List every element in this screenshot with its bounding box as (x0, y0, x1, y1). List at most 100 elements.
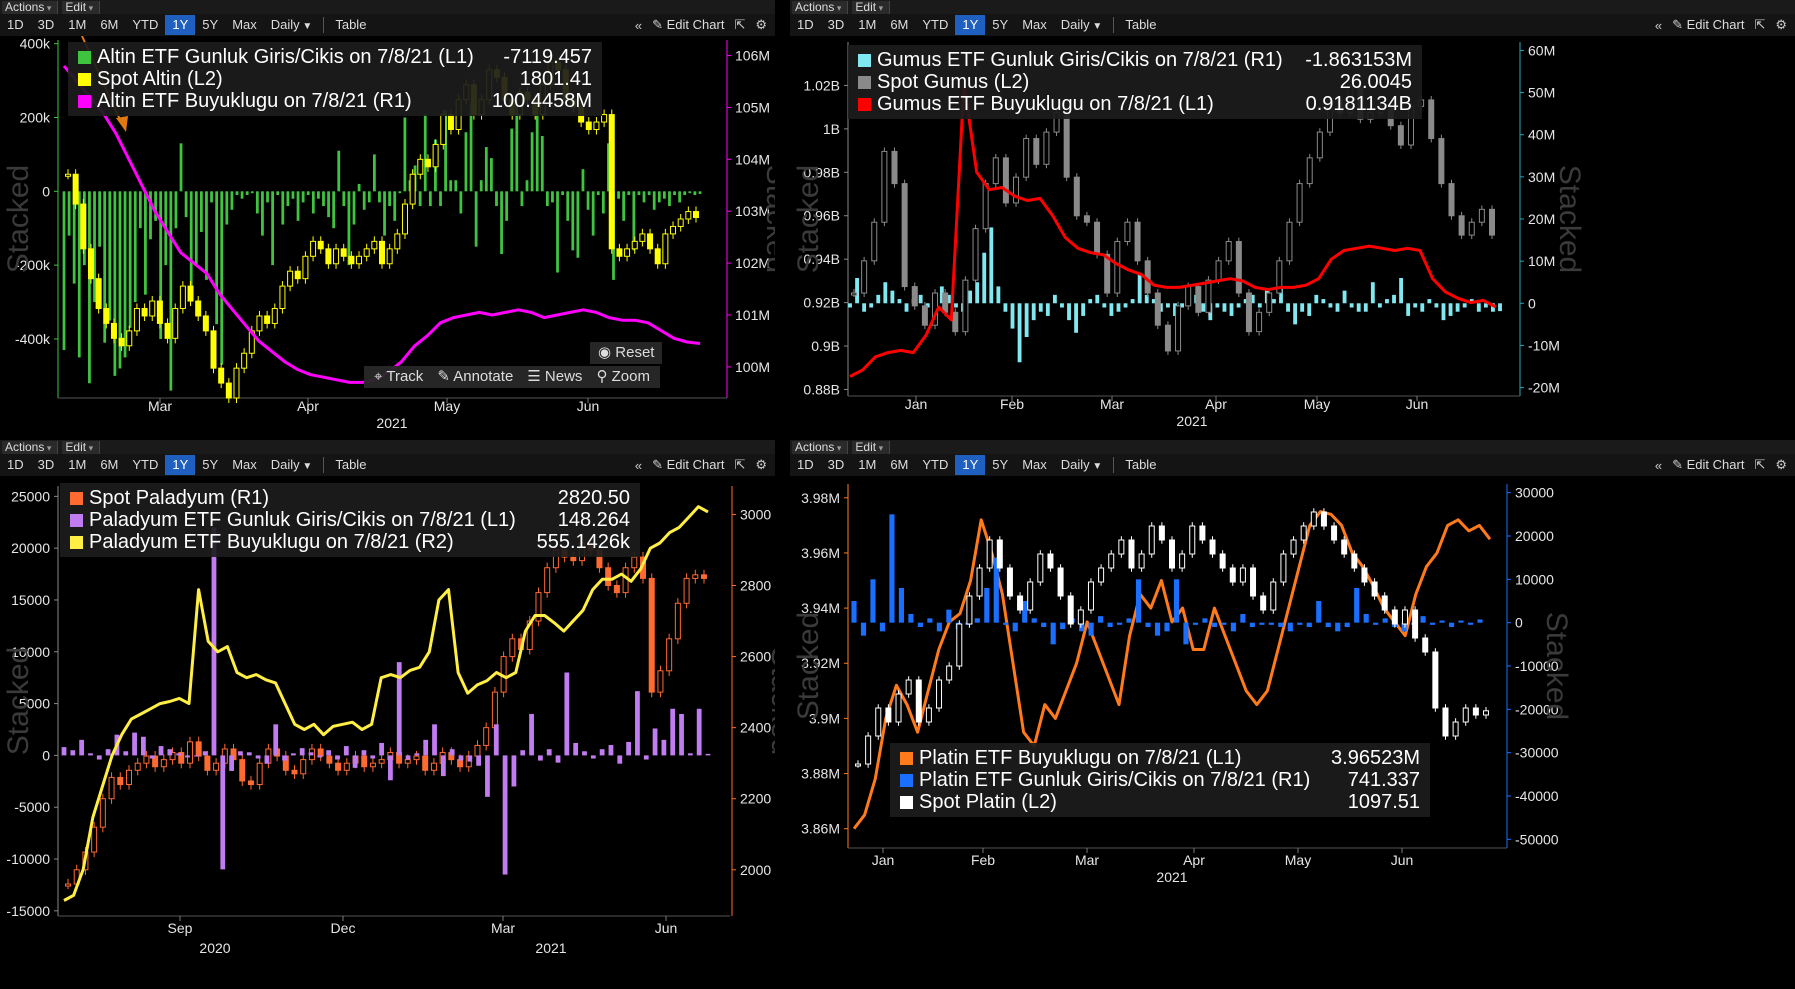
export-icon[interactable]: ⇱ (1754, 17, 1766, 32)
range-5y[interactable]: 5Y (992, 457, 1009, 472)
legend-row[interactable]: Spot Gumus (L2) 26.0045 (858, 71, 1412, 93)
news-tool[interactable]: ☰ News (527, 366, 582, 388)
table-button[interactable]: Table (1125, 457, 1157, 472)
range-3d[interactable]: 3D (37, 17, 55, 32)
collapse-icon[interactable]: « (1654, 17, 1663, 33)
candle-body (287, 270, 294, 287)
legend-row[interactable]: Spot Platin (L2) 1097.51 (900, 791, 1420, 813)
silver-chart-plot[interactable]: 1.02B 1B 0.98B 0.96B 0.94B 0.92B 0.9B 0.88B 60M 5… (790, 36, 1795, 435)
range-1m[interactable]: 1M (858, 17, 877, 32)
track-tool[interactable]: ⌖ Track (374, 366, 423, 388)
edit-menu[interactable]: Edit (62, 440, 101, 454)
candle-body (1134, 221, 1141, 262)
range-1m[interactable]: 1M (68, 457, 87, 472)
range-3d[interactable]: 3D (827, 17, 845, 32)
range-1d[interactable]: 1D (7, 17, 24, 32)
palladium-chart-plot[interactable]: 25000 20000 15000 10000 5000 0 -5000 -10000 -150… (0, 476, 775, 989)
legend-row[interactable]: Paladyum ETF Buyuklugu on 7/8/21 (R2) 555… (70, 531, 630, 553)
candle-body (264, 315, 271, 324)
candle-body (317, 748, 324, 757)
range-5y[interactable]: 5Y (202, 17, 219, 32)
range-ytd[interactable]: YTD (132, 17, 159, 32)
actions-menu[interactable]: Actions (792, 0, 849, 14)
range-max[interactable]: Max (232, 457, 257, 472)
bar-mark (673, 191, 676, 196)
range-ytd[interactable]: YTD (132, 457, 159, 472)
candle-body (213, 762, 220, 771)
gear-icon[interactable]: ⚙ (1775, 457, 1787, 472)
collapse-icon[interactable]: « (634, 17, 643, 33)
export-icon[interactable]: ⇱ (1754, 457, 1766, 472)
range-5y[interactable]: 5Y (202, 457, 219, 472)
range-5y[interactable]: 5Y (992, 17, 1009, 32)
bar-mark (199, 191, 203, 232)
range-1y[interactable]: 1Y (955, 15, 986, 35)
actions-menu[interactable]: Actions (2, 0, 59, 14)
range-6m[interactable]: 6M (890, 457, 909, 472)
legend-row[interactable]: Gumus ETF Gunluk Giris/Cikis on 7/8/21 (… (858, 49, 1412, 71)
interval-dropdown[interactable]: Daily (264, 455, 320, 475)
range-1y[interactable]: 1Y (165, 15, 196, 35)
range-6m[interactable]: 6M (100, 17, 119, 32)
legend-row[interactable]: Spot Paladyum (R1) 2820.50 (70, 487, 630, 509)
actions-menu[interactable]: Actions (792, 440, 849, 454)
table-button[interactable]: Table (335, 457, 367, 472)
range-1d[interactable]: 1D (797, 457, 814, 472)
candle-body (544, 567, 551, 594)
range-max[interactable]: Max (1022, 17, 1047, 32)
legend-row[interactable]: Altin ETF Gunluk Giris/Cikis on 7/8/21 (… (78, 46, 592, 68)
annotate-tool[interactable]: ✎ Annotate (437, 366, 513, 388)
legend-row[interactable]: Platin ETF Gunluk Giris/Cikis on 7/8/21 … (900, 769, 1420, 791)
edit-chart-button[interactable]: ✎ Edit Chart (1672, 17, 1744, 33)
table-button[interactable]: Table (335, 17, 367, 32)
range-1m[interactable]: 1M (68, 17, 87, 32)
bar-mark (647, 191, 651, 196)
range-ytd[interactable]: YTD (922, 457, 949, 472)
gear-icon[interactable]: ⚙ (755, 457, 767, 472)
interval-dropdown[interactable]: Daily (1054, 455, 1110, 475)
export-icon[interactable]: ⇱ (734, 457, 746, 472)
range-max[interactable]: Max (232, 17, 257, 32)
zoom-tool[interactable]: ⚲ Zoom (596, 366, 650, 388)
gold-chart-plot[interactable]: 400k 200k 0 -200k -400k 106M 105M 104M 103M 102M 1… (0, 36, 775, 432)
range-6m[interactable]: 6M (100, 457, 119, 472)
range-1m[interactable]: 1M (858, 457, 877, 472)
gear-icon[interactable]: ⚙ (755, 17, 767, 32)
reset-button[interactable]: ◉ Reset (590, 342, 663, 364)
range-3d[interactable]: 3D (37, 457, 55, 472)
range-1y[interactable]: 1Y (165, 455, 196, 475)
range-6m[interactable]: 6M (890, 17, 909, 32)
edit-chart-button[interactable]: ✎ Edit Chart (652, 457, 724, 473)
range-max[interactable]: Max (1022, 457, 1047, 472)
platinum-chart-plot[interactable]: 3.98M 3.96M 3.94M 3.92M 3.9M 3.88M 3.86M 30000 2… (790, 476, 1795, 989)
range-3d[interactable]: 3D (827, 457, 845, 472)
actions-menu[interactable]: Actions (2, 440, 59, 454)
edit-chart-button[interactable]: ✎ Edit Chart (652, 17, 724, 33)
range-ytd[interactable]: YTD (922, 17, 949, 32)
bar-mark (545, 191, 549, 207)
legend-row[interactable]: Paladyum ETF Gunluk Giris/Cikis on 7/8/2… (70, 509, 630, 531)
bar-mark (698, 191, 702, 194)
gear-icon[interactable]: ⚙ (1775, 17, 1787, 32)
legend-row[interactable]: Gumus ETF Buyuklugu on 7/8/21 (L1) 0.9181… (858, 93, 1412, 115)
table-button[interactable]: Table (1125, 17, 1157, 32)
edit-menu[interactable]: Edit (852, 440, 891, 454)
range-1y[interactable]: 1Y (955, 455, 986, 475)
export-icon[interactable]: ⇱ (734, 17, 746, 32)
left-tick-label: 20000 (11, 540, 50, 556)
interval-dropdown[interactable]: Daily (264, 15, 320, 35)
edit-menu[interactable]: Edit (62, 0, 101, 14)
range-toolbar: 1D 3D 1M 6M YTD 1Y 5Y Max Daily Table « … (0, 14, 775, 36)
bar-mark (1448, 303, 1453, 316)
edit-menu[interactable]: Edit (852, 0, 891, 14)
bar-mark (484, 147, 488, 192)
range-1d[interactable]: 1D (797, 17, 814, 32)
range-1d[interactable]: 1D (7, 457, 24, 472)
collapse-icon[interactable]: « (1654, 457, 1663, 473)
edit-chart-button[interactable]: ✎ Edit Chart (1672, 457, 1744, 473)
interval-dropdown[interactable]: Daily (1054, 15, 1110, 35)
collapse-icon[interactable]: « (634, 457, 643, 473)
legend-row[interactable]: Platin ETF Buyuklugu on 7/8/21 (L1) 3.965… (900, 747, 1420, 769)
legend-row[interactable]: Spot Altin (L2) 1801.41 (78, 68, 592, 90)
legend-row[interactable]: Altin ETF Buyuklugu on 7/8/21 (R1) 100.44… (78, 90, 592, 112)
